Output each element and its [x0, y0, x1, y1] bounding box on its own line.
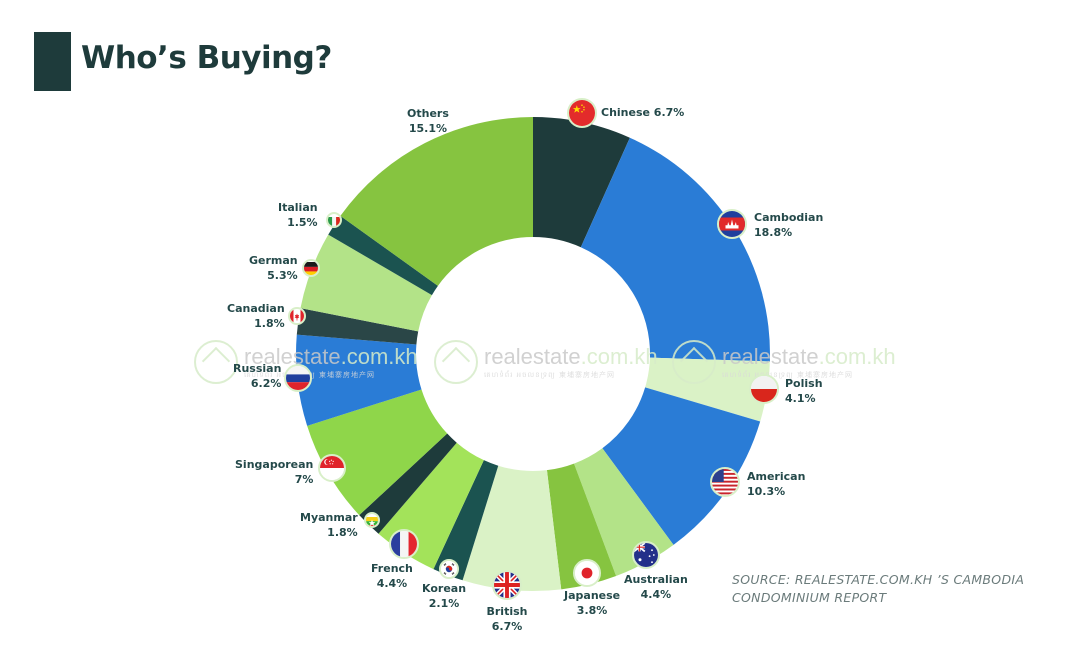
russia-flag-icon — [284, 364, 312, 392]
label-value: 1.8% — [327, 526, 358, 539]
label-value: 10.3% — [747, 485, 786, 498]
label-chinese: Chinese 6.7% — [601, 105, 684, 120]
label-canadian: Canadian 1.8% — [227, 301, 285, 331]
cambodia-flag-icon — [717, 209, 747, 239]
poland-flag-icon — [749, 374, 779, 404]
slice-canadian — [296, 308, 419, 345]
label-american: American 10.3% — [747, 469, 805, 499]
italy-flag-icon — [326, 212, 342, 228]
label-value: 6.2% — [250, 377, 282, 390]
slice-others — [340, 117, 533, 286]
label-myanmar: Myanmar 1.8% — [300, 510, 358, 540]
slice-american — [602, 387, 761, 545]
label-name: Italian — [278, 201, 318, 214]
label-value: 3.8% — [576, 604, 608, 617]
watermark-subtitle: គេហទំព័រ អចលនទ្រព្យ 柬埔寨房地产网 — [722, 370, 853, 379]
slice-german — [300, 234, 432, 332]
label-others: Others 15.1% — [407, 106, 449, 136]
korea-flag-icon — [439, 559, 459, 579]
label-name: German — [249, 254, 298, 267]
label-australian: Australian 4.4% — [624, 572, 688, 602]
watermark-right: realestate.com.kh គេហទំព័រ អចលនទ្រព្យ 柬埔… — [672, 340, 896, 384]
slice-italian — [328, 215, 438, 296]
germany-flag-icon — [302, 259, 320, 277]
label-name: Australian — [624, 573, 688, 586]
label-italian: Italian 1.5% — [278, 200, 318, 230]
canada-flag-icon — [288, 307, 306, 325]
label-name: Korean — [422, 582, 467, 595]
france-flag-icon — [389, 529, 419, 559]
label-name: Canadian — [227, 302, 285, 315]
label-name: Japanese — [564, 589, 621, 602]
label-value: 2.1% — [428, 597, 460, 610]
label-value: 5.3% — [267, 269, 298, 282]
house-logo-icon — [672, 340, 716, 384]
source-line-1: SOURCE: REALESTATE.COM.KH ’S CAMBODIA — [732, 572, 1025, 587]
label-name: Myanmar — [300, 511, 358, 524]
watermark-domain: .com.kh — [340, 343, 418, 369]
watermark-subtitle: គេហទំព័រ អចលនទ្រព្យ 柬埔寨房地产网 — [484, 370, 615, 379]
slice-singaporean — [307, 389, 448, 516]
label-name: Chinese 6.7% — [601, 106, 685, 119]
label-value: 6.7% — [491, 620, 523, 633]
myanmar-flag-icon — [364, 512, 380, 528]
label-french: French 4.4% — [371, 561, 413, 591]
china-flag-icon — [567, 98, 597, 128]
label-value: 1.5% — [287, 216, 318, 229]
australia-flag-icon — [632, 541, 660, 569]
japan-flag-icon — [573, 559, 601, 587]
label-german: German 5.3% — [249, 253, 298, 283]
source-note: SOURCE: REALESTATE.COM.KH ’S CAMBODIA CO… — [732, 571, 1024, 607]
label-name: Polish — [785, 377, 823, 390]
house-logo-icon — [434, 340, 478, 384]
label-name: Cambodian — [754, 211, 824, 224]
watermark-center: realestate.com.kh គេហទំព័រ អចលនទ្រព្យ 柬埔… — [434, 340, 658, 384]
label-british: British 6.7% — [487, 604, 528, 634]
label-cambodian: Cambodian 18.8% — [754, 210, 823, 240]
watermark-domain: .com.kh — [818, 343, 896, 369]
label-name: Russian — [233, 362, 282, 375]
title-accent-bar — [34, 32, 71, 91]
label-value: 1.8% — [254, 317, 285, 330]
slice-cambodian — [580, 137, 770, 362]
label-value: 18.8% — [754, 226, 793, 239]
watermark-domain: .com.kh — [580, 343, 658, 369]
label-russian: Russian 6.2% — [233, 361, 281, 391]
page-title: Who’s Buying? — [81, 40, 332, 76]
label-value: 15.1% — [408, 122, 448, 135]
label-value: 4.4% — [376, 577, 408, 590]
label-name: Others — [407, 107, 449, 120]
label-singaporean: Singaporean 7% — [235, 457, 313, 487]
label-name: Singaporean — [235, 458, 314, 471]
uk-flag-icon — [492, 570, 522, 600]
label-japanese: Japanese 3.8% — [564, 588, 620, 618]
watermark-brand: realestate — [722, 343, 819, 369]
label-korean: Korean 2.1% — [422, 581, 466, 611]
label-name: British — [486, 605, 528, 618]
slice-british — [462, 465, 562, 591]
source-line-2: CONDOMINIUM REPORT — [732, 590, 887, 605]
label-value: 7% — [294, 473, 314, 486]
label-name: French — [371, 562, 413, 575]
house-logo-icon — [194, 340, 238, 384]
label-name: American — [747, 470, 806, 483]
label-value: 4.1% — [785, 392, 816, 405]
slice-japanese — [546, 463, 617, 590]
usa-flag-icon — [710, 467, 740, 497]
slice-chinese — [533, 117, 630, 248]
singapore-flag-icon — [318, 454, 346, 482]
slice-korean — [433, 460, 499, 581]
label-value: 4.4% — [640, 588, 672, 601]
slice-russian — [295, 334, 422, 426]
label-polish: Polish 4.1% — [785, 376, 823, 406]
slice-myanmar — [359, 433, 457, 534]
watermark-brand: realestate — [484, 343, 581, 369]
